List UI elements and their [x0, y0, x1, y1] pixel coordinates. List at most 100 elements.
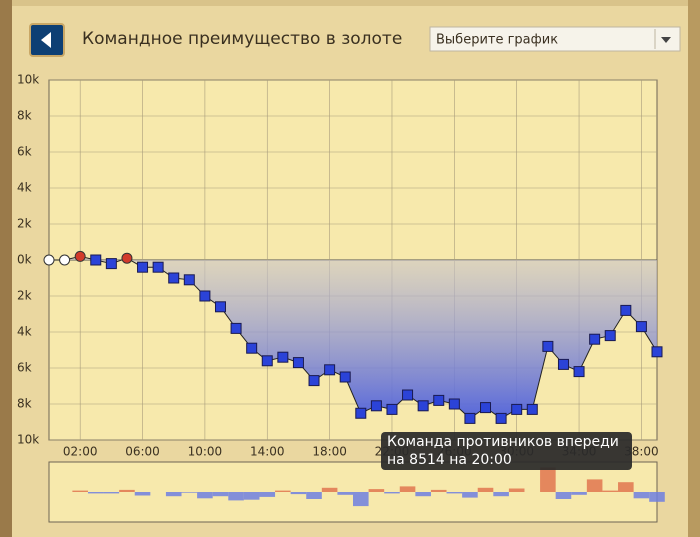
- x-tick-label: 06:00: [125, 445, 160, 459]
- change-bar: [165, 492, 182, 497]
- y-tick-label: 0k: [17, 253, 32, 267]
- change-bar: [384, 492, 400, 494]
- x-tick-label: 14:00: [250, 445, 285, 459]
- point: [402, 389, 414, 401]
- change-bar: [540, 467, 556, 492]
- change-bar: [119, 489, 135, 492]
- change-bar: [212, 492, 229, 497]
- point: [433, 394, 445, 406]
- point: [620, 304, 632, 316]
- y-tick-label: 2k: [17, 217, 32, 231]
- point: [480, 402, 492, 414]
- change-bar: [399, 486, 416, 492]
- title: Командное преимущество в золоте: [82, 29, 402, 49]
- point: [183, 274, 195, 286]
- x-tick-label: 18:00: [312, 445, 347, 459]
- point: [246, 342, 258, 354]
- change-bar: [602, 490, 619, 492]
- point: [230, 322, 242, 334]
- change-bar: [181, 492, 198, 493]
- tooltip-text: на 8514 на 20:00: [387, 452, 512, 468]
- change-bar: [571, 492, 587, 495]
- point: [495, 412, 507, 424]
- area: [49, 256, 657, 419]
- y-tick-label: 6k: [17, 361, 32, 375]
- change-bar: [430, 489, 447, 492]
- frame: [688, 0, 700, 537]
- change-bar: [618, 482, 634, 492]
- x-tick-label: 38:00: [624, 445, 659, 459]
- point: [261, 355, 273, 367]
- tooltip: Команда противников впереди на 8514 на 20…: [381, 432, 632, 470]
- y-tick-label: 8k: [17, 397, 32, 411]
- change-bar: [368, 489, 385, 492]
- change-bar: [633, 492, 650, 499]
- point: [214, 301, 226, 313]
- x-tick-label: 02:00: [63, 445, 98, 459]
- point: [651, 346, 663, 358]
- point: [386, 403, 398, 415]
- back-button[interactable]: [29, 23, 65, 57]
- point: [121, 252, 133, 264]
- change-bar: [353, 492, 369, 507]
- change-bar: [259, 492, 276, 497]
- change-bar: [197, 492, 213, 499]
- change-bar: [493, 492, 509, 497]
- point: [635, 321, 647, 333]
- y-tick-label: 6k: [17, 145, 32, 159]
- point: [464, 412, 476, 424]
- point: [308, 375, 320, 387]
- y-tick-label: 10k: [17, 73, 39, 87]
- point: [105, 258, 117, 270]
- change-bar: [275, 490, 291, 492]
- dropdown[interactable]: Выберите график: [429, 26, 681, 52]
- tooltip-box: [381, 432, 632, 470]
- change-bar: [586, 479, 603, 492]
- point: [511, 403, 523, 415]
- point: [152, 261, 164, 273]
- change-bar: [321, 487, 338, 492]
- change-bar: [103, 492, 120, 494]
- dropdown-label: Выберите график: [436, 33, 558, 48]
- point: [292, 357, 304, 369]
- change-bar: [508, 488, 525, 492]
- change-bar: [462, 492, 478, 498]
- point: [370, 400, 382, 412]
- point: [324, 364, 336, 376]
- x-tick-label: 10:00: [188, 445, 223, 459]
- point: [542, 340, 554, 352]
- point: [59, 254, 71, 266]
- point: [573, 366, 585, 378]
- point: [43, 254, 55, 266]
- change-bar: [306, 492, 322, 499]
- change-bar: [87, 492, 104, 494]
- change-bar: [243, 492, 260, 500]
- point: [417, 400, 429, 412]
- point: [355, 407, 367, 419]
- point: [589, 333, 601, 345]
- point: [604, 330, 616, 342]
- point: [74, 250, 86, 262]
- change-bar: [446, 492, 463, 494]
- frame: [12, 0, 688, 6]
- point: [557, 358, 569, 370]
- point: [277, 351, 289, 363]
- y-tick-label: 8k: [17, 109, 32, 123]
- y-tick-label: 10k: [17, 433, 39, 447]
- point: [90, 254, 102, 266]
- change-bar: [134, 492, 151, 496]
- change-bar: [415, 492, 431, 497]
- change-bar: [477, 487, 494, 492]
- frame: [0, 0, 12, 537]
- change-bar: [555, 492, 572, 499]
- change-bar: [649, 492, 665, 502]
- change-bar: [337, 492, 353, 495]
- change-bar: [228, 492, 244, 501]
- point: [339, 371, 351, 383]
- point: [199, 290, 211, 302]
- line: [49, 255, 658, 420]
- point: [526, 403, 538, 415]
- point: [448, 398, 460, 410]
